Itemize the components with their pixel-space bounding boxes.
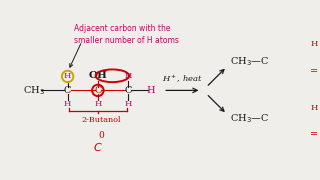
Text: H: H: [310, 104, 318, 112]
Text: 2-Butanol: 2-Butanol: [81, 116, 121, 124]
Text: CH$_3$—C: CH$_3$—C: [230, 55, 269, 68]
Text: 0: 0: [98, 131, 104, 140]
Text: H: H: [94, 100, 101, 108]
Text: H: H: [124, 100, 132, 108]
Text: C: C: [124, 86, 132, 95]
Text: CH$_3$—C: CH$_3$—C: [230, 112, 269, 125]
Text: H: H: [64, 72, 71, 80]
Text: H: H: [146, 86, 155, 95]
Text: H$^+$, heat: H$^+$, heat: [162, 72, 203, 85]
Text: C: C: [64, 86, 71, 95]
Text: Adjacent carbon with the
smaller number of H atoms: Adjacent carbon with the smaller number …: [74, 24, 179, 44]
Text: CH$_3$: CH$_3$: [23, 84, 45, 97]
Text: H: H: [310, 40, 318, 48]
Text: C: C: [94, 86, 101, 95]
Text: H: H: [64, 100, 71, 108]
Text: =: =: [309, 130, 318, 139]
Text: $\mathit{C}$: $\mathit{C}$: [93, 141, 103, 153]
Text: H: H: [124, 72, 132, 80]
Text: OH: OH: [88, 71, 107, 80]
Text: =: =: [309, 67, 318, 76]
